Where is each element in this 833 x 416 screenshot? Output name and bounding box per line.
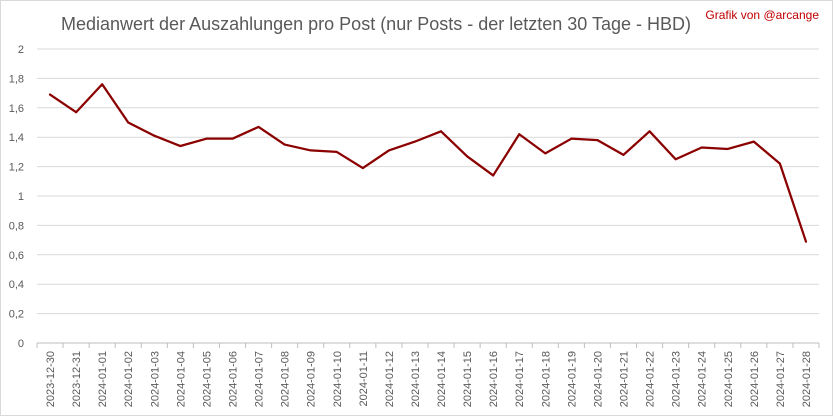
data-point — [387, 149, 390, 152]
y-tick-label: 1,6 — [9, 103, 24, 115]
data-point — [466, 155, 469, 158]
x-tick-label: 2024-01-02 — [123, 351, 135, 407]
data-point — [726, 147, 729, 150]
chart-title: Medianwert der Auszahlungen pro Post (nu… — [61, 14, 691, 34]
data-point — [231, 137, 234, 140]
data-point — [700, 146, 703, 149]
gridlines — [37, 48, 819, 315]
x-tick-label: 2024-01-03 — [149, 351, 161, 407]
x-tick-label: 2024-01-22 — [645, 351, 657, 407]
x-tick-label: 2024-01-27 — [775, 351, 787, 407]
data-point — [257, 125, 260, 128]
y-tick-label: 0,6 — [9, 250, 24, 262]
x-tick-label: 2024-01-21 — [619, 351, 631, 407]
x-tick-label: 2024-01-19 — [566, 351, 578, 407]
x-tick-label: 2024-01-24 — [697, 351, 709, 407]
data-point — [413, 140, 416, 143]
x-tick-label: 2024-01-23 — [671, 351, 683, 407]
x-tick-label: 2024-01-07 — [254, 351, 266, 407]
x-tick-label: 2024-01-13 — [410, 351, 422, 407]
data-point — [309, 149, 312, 152]
x-tick-label: 2024-01-25 — [723, 351, 735, 407]
data-point — [804, 240, 807, 243]
x-tick-label: 2024-01-14 — [436, 351, 448, 407]
y-tick-label: 1,2 — [9, 162, 24, 174]
x-axis — [36, 342, 820, 348]
data-point — [778, 162, 781, 165]
y-tick-label: 0 — [18, 338, 24, 350]
data-point — [674, 158, 677, 161]
data-point — [75, 111, 78, 114]
data-point — [596, 139, 599, 142]
x-tick-label: 2024-01-10 — [332, 351, 344, 407]
data-point — [544, 152, 547, 155]
x-tick-label: 2024-01-17 — [514, 351, 526, 407]
data-point — [283, 143, 286, 146]
y-tick-label: 1,8 — [9, 73, 24, 85]
data-point — [752, 140, 755, 143]
data-point — [492, 174, 495, 177]
x-tick-label: 2024-01-06 — [228, 351, 240, 407]
data-point — [205, 137, 208, 140]
y-tick-label: 0,4 — [9, 279, 24, 291]
series-group — [48, 83, 808, 243]
y-tick-label: 1 — [18, 191, 24, 203]
data-point — [127, 121, 130, 124]
data-point — [101, 83, 104, 86]
x-tick-label: 2024-01-05 — [201, 351, 213, 407]
series-line — [48, 83, 808, 243]
y-axis-tick-labels: 0 0,2 0,4 0,6 0,8 1 1,2 1,4 1,6 1,8 2 — [9, 44, 24, 350]
x-tick-label: 2024-01-11 — [358, 351, 370, 406]
x-tick-label: 2024-01-12 — [384, 351, 396, 407]
x-tick-label: 2024-01-15 — [462, 351, 474, 407]
x-tick-label: 2023-12-30 — [45, 351, 57, 407]
data-point — [648, 130, 651, 133]
x-tick-label: 2024-01-01 — [97, 351, 109, 407]
data-point — [361, 167, 364, 170]
chart-credit: Grafik von @arcange — [705, 8, 819, 22]
data-point — [153, 134, 156, 137]
y-tick-label: 0,2 — [9, 309, 24, 321]
x-tick-label: 2023-12-31 — [71, 351, 83, 407]
data-point — [622, 153, 625, 156]
x-tick-label: 2024-01-09 — [306, 351, 318, 407]
data-point — [570, 137, 573, 140]
y-tick-label: 2 — [18, 44, 24, 56]
data-point — [49, 93, 52, 96]
x-axis-tick-labels: 2023-12-30 2023-12-31 2024-01-01 2024-01-02… — [45, 351, 813, 407]
x-tick-label: 2024-01-26 — [749, 351, 761, 407]
data-point — [179, 145, 182, 148]
data-point — [335, 150, 338, 153]
y-tick-label: 0,8 — [9, 220, 24, 232]
x-tick-label: 2024-01-08 — [280, 351, 292, 407]
x-tick-label: 2024-01-20 — [592, 351, 604, 407]
x-tick-label: 2024-01-16 — [488, 351, 500, 407]
x-tick-label: 2024-01-18 — [540, 351, 552, 407]
data-point — [440, 130, 443, 133]
x-tick-label: 2024-01-28 — [801, 351, 813, 407]
data-point — [518, 133, 521, 136]
y-tick-label: 1,4 — [9, 132, 24, 144]
x-tick-label: 2024-01-04 — [175, 351, 187, 407]
